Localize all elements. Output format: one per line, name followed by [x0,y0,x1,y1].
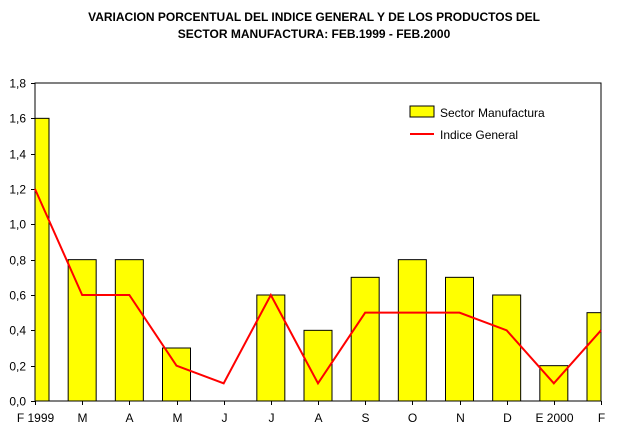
bar [397,259,427,402]
series-line-indice-general [34,188,602,386]
x-tick-label: M [78,411,88,425]
x-tick-label: M [173,411,183,425]
bar [34,117,50,402]
y-tick-label: 1,4 [9,148,26,162]
y-tick-label: 1,8 [9,77,26,91]
x-tick-label: S [361,411,369,425]
legend-swatch-bar [409,105,435,118]
x-tick-label: A [125,411,133,425]
y-tick-label: 1,6 [9,112,26,126]
legend-label: Indice General [440,128,518,142]
y-tick-label: 0,2 [9,360,26,374]
y-tick-label: 0,0 [9,395,26,409]
bar [350,276,380,402]
bar [492,294,522,402]
bar [67,259,97,402]
x-tick-label: J [222,411,228,425]
y-tick-label: 1,2 [9,183,26,197]
y-tick-label: 0,4 [9,324,26,338]
bar [256,294,286,402]
y-tick-label: 1,0 [9,218,26,232]
x-tick-label: E 2000 [535,411,573,425]
chart-title-line-2: SECTOR MANUFACTURA: FEB.1999 - FEB.2000 [177,27,451,41]
chart-title: VARIACION PORCENTUAL DEL INDICE GENERAL … [0,9,628,43]
x-tick-label: F [598,411,605,425]
x-tick-label: A [314,411,322,425]
y-tick-label: 0,8 [9,254,26,268]
bar [114,259,144,402]
y-tick-label: 0,6 [9,289,26,303]
x-tick-label: F 1999 [17,411,55,425]
bar [445,276,474,402]
legend-label: Sector Manufactura [440,106,545,120]
x-tick-label: D [503,411,512,425]
x-tick-label: J [269,411,275,425]
bar [162,347,191,402]
x-tick-label: O [408,411,417,425]
x-tick-label: N [456,411,465,425]
bar [586,312,602,402]
chart-title-line-1: VARIACION PORCENTUAL DEL INDICE GENERAL … [88,10,540,24]
